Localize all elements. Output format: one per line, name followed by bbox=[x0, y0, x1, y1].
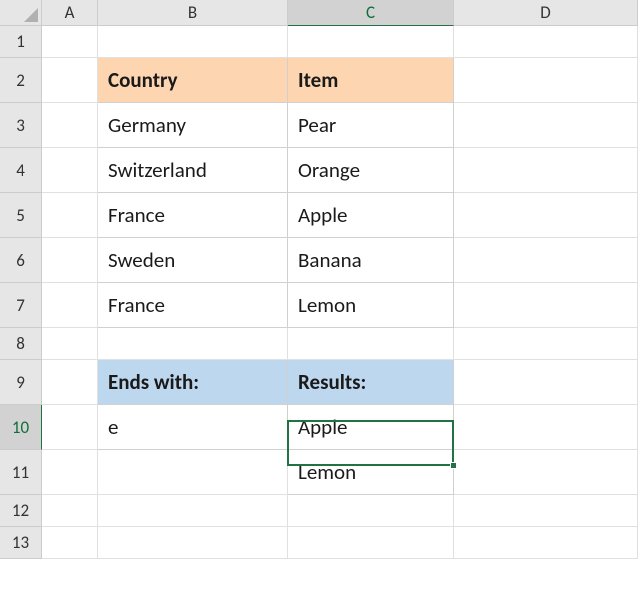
row-header-11[interactable]: 11 bbox=[0, 450, 42, 495]
cell-D2[interactable] bbox=[454, 58, 638, 103]
cell-C11[interactable]: Lemon bbox=[288, 450, 454, 495]
cell-A11[interactable] bbox=[42, 450, 98, 495]
cell-C8[interactable] bbox=[288, 328, 454, 360]
cell-B11[interactable] bbox=[98, 450, 288, 495]
column-headers: A B C D bbox=[42, 0, 638, 26]
cell-C13[interactable] bbox=[288, 527, 454, 559]
row-header-3[interactable]: 3 bbox=[0, 103, 42, 148]
cell-C7[interactable]: Lemon bbox=[288, 283, 454, 328]
cell-B9[interactable]: Ends with: bbox=[98, 360, 288, 405]
cell-D12[interactable] bbox=[454, 495, 638, 527]
cell-B5[interactable]: France bbox=[98, 193, 288, 238]
cell-B6[interactable]: Sweden bbox=[98, 238, 288, 283]
cell-A13[interactable] bbox=[42, 527, 98, 559]
row-header-7[interactable]: 7 bbox=[0, 283, 42, 328]
cell-D6[interactable] bbox=[454, 238, 638, 283]
cell-B2[interactable]: Country bbox=[98, 58, 288, 103]
cell-B7[interactable]: France bbox=[98, 283, 288, 328]
row-header-1[interactable]: 1 bbox=[0, 26, 42, 58]
cell-B13[interactable] bbox=[98, 527, 288, 559]
cell-B10[interactable]: e bbox=[98, 405, 288, 450]
cell-A2[interactable] bbox=[42, 58, 98, 103]
cell-A4[interactable] bbox=[42, 148, 98, 193]
cell-D4[interactable] bbox=[454, 148, 638, 193]
cell-A3[interactable] bbox=[42, 103, 98, 148]
cell-D1[interactable] bbox=[454, 26, 638, 58]
cell-B1[interactable] bbox=[98, 26, 288, 58]
row-header-6[interactable]: 6 bbox=[0, 238, 42, 283]
spreadsheet: A B C D 1 2 3 4 5 6 7 8 9 10 11 12 13 Co… bbox=[0, 0, 640, 597]
cell-D8[interactable] bbox=[454, 328, 638, 360]
cell-C10[interactable]: Apple bbox=[288, 405, 454, 450]
row-headers: 1 2 3 4 5 6 7 8 9 10 11 12 13 bbox=[0, 26, 42, 559]
select-all-corner[interactable] bbox=[0, 0, 42, 26]
cell-B8[interactable] bbox=[98, 328, 288, 360]
cell-B12[interactable] bbox=[98, 495, 288, 527]
row-header-4[interactable]: 4 bbox=[0, 148, 42, 193]
cell-A5[interactable] bbox=[42, 193, 98, 238]
row-header-8[interactable]: 8 bbox=[0, 328, 42, 360]
row-header-2[interactable]: 2 bbox=[0, 58, 42, 103]
col-header-B[interactable]: B bbox=[98, 0, 288, 26]
cell-C4[interactable]: Orange bbox=[288, 148, 454, 193]
cell-grid: Country Item Germany Pear Switzerland Or… bbox=[42, 26, 638, 559]
cell-C2[interactable]: Item bbox=[288, 58, 454, 103]
col-header-A[interactable]: A bbox=[42, 0, 98, 26]
cell-C5[interactable]: Apple bbox=[288, 193, 454, 238]
cell-C9[interactable]: Results: bbox=[288, 360, 454, 405]
cell-A10[interactable] bbox=[42, 405, 98, 450]
row-header-13[interactable]: 13 bbox=[0, 527, 42, 559]
cell-A6[interactable] bbox=[42, 238, 98, 283]
cell-C3[interactable]: Pear bbox=[288, 103, 454, 148]
cell-D13[interactable] bbox=[454, 527, 638, 559]
cell-A7[interactable] bbox=[42, 283, 98, 328]
cell-A12[interactable] bbox=[42, 495, 98, 527]
cell-D10[interactable] bbox=[454, 405, 638, 450]
cell-D9[interactable] bbox=[454, 360, 638, 405]
row-header-12[interactable]: 12 bbox=[0, 495, 42, 527]
row-header-5[interactable]: 5 bbox=[0, 193, 42, 238]
cell-D5[interactable] bbox=[454, 193, 638, 238]
col-header-C[interactable]: C bbox=[288, 0, 454, 26]
cell-A9[interactable] bbox=[42, 360, 98, 405]
cell-B3[interactable]: Germany bbox=[98, 103, 288, 148]
cell-B4[interactable]: Switzerland bbox=[98, 148, 288, 193]
row-header-9[interactable]: 9 bbox=[0, 360, 42, 405]
col-header-D[interactable]: D bbox=[454, 0, 638, 26]
cell-A8[interactable] bbox=[42, 328, 98, 360]
cell-D7[interactable] bbox=[454, 283, 638, 328]
cell-D11[interactable] bbox=[454, 450, 638, 495]
cell-C6[interactable]: Banana bbox=[288, 238, 454, 283]
row-header-10[interactable]: 10 bbox=[0, 405, 42, 450]
cell-A1[interactable] bbox=[42, 26, 98, 58]
cell-C12[interactable] bbox=[288, 495, 454, 527]
cell-D3[interactable] bbox=[454, 103, 638, 148]
cell-C1[interactable] bbox=[288, 26, 454, 58]
